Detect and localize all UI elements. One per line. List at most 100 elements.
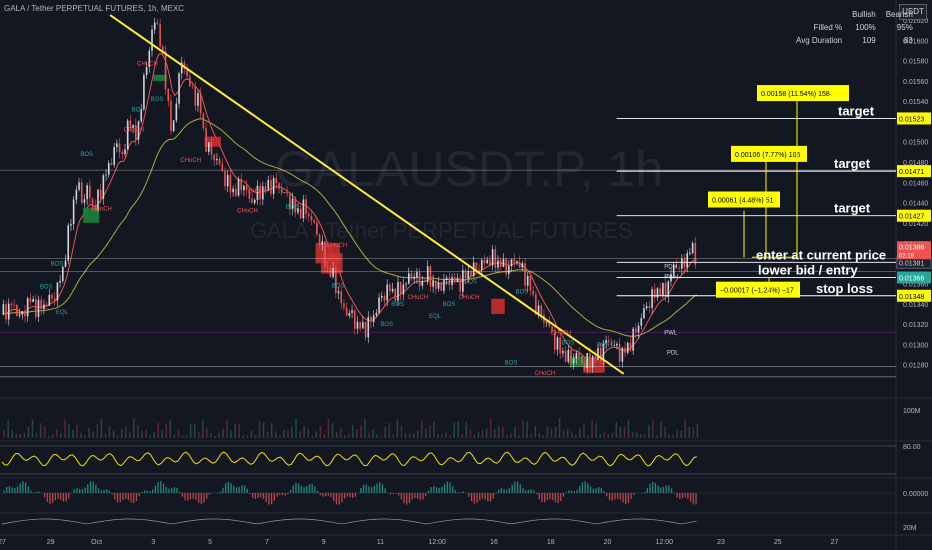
macd-bar bbox=[241, 485, 243, 493]
volume-bar bbox=[15, 433, 18, 438]
price-tag-target-2 bbox=[897, 165, 931, 178]
volume-bar bbox=[68, 424, 70, 438]
macd-bar bbox=[8, 486, 11, 493]
price-tag-target-1 bbox=[897, 209, 931, 222]
volume-bar bbox=[96, 424, 99, 438]
current-price-tag bbox=[897, 241, 931, 260]
volume-bar bbox=[570, 431, 573, 438]
smc-label: BOS bbox=[505, 361, 518, 367]
smc-label: BOS bbox=[332, 284, 345, 290]
macd-bar bbox=[438, 488, 440, 493]
candle-body bbox=[510, 259, 513, 267]
macd-bar bbox=[249, 493, 251, 494]
smc-label: BOS bbox=[380, 322, 393, 328]
candle-body bbox=[675, 264, 678, 269]
macd-bar bbox=[470, 493, 473, 502]
candle-body bbox=[389, 284, 391, 292]
candle-body bbox=[416, 272, 418, 278]
smc-label: BOS bbox=[562, 340, 575, 346]
volume-bar bbox=[392, 433, 395, 438]
y-tick-label: 0.01300 bbox=[903, 342, 928, 349]
macd-bar bbox=[16, 486, 19, 493]
stats-row-bull: 109 bbox=[862, 36, 876, 45]
order-block bbox=[204, 136, 221, 147]
macd-bar bbox=[384, 488, 386, 493]
volume-bar bbox=[35, 432, 38, 438]
macd-bar bbox=[189, 493, 192, 500]
x-tick-label: 20 bbox=[604, 539, 612, 546]
candle-body bbox=[89, 185, 91, 199]
macd-bar bbox=[373, 486, 375, 493]
candle-body bbox=[694, 242, 697, 265]
volume-bar bbox=[218, 432, 220, 438]
macd-bar bbox=[141, 492, 143, 493]
candle-body bbox=[324, 241, 326, 267]
measurement-text: 0.00158 (11.54%) 158 bbox=[761, 91, 830, 98]
volume-bar bbox=[384, 426, 386, 438]
volume-bar bbox=[493, 428, 496, 438]
volume-bar bbox=[197, 431, 200, 438]
volume-bar bbox=[11, 430, 13, 438]
candle-body bbox=[270, 179, 272, 194]
macd-bar bbox=[92, 481, 94, 493]
macd-bar bbox=[306, 486, 308, 493]
volume-bar bbox=[364, 419, 366, 438]
macd-bar bbox=[14, 487, 16, 493]
macd-bar bbox=[254, 493, 257, 499]
candle-body bbox=[10, 303, 13, 305]
candle-body bbox=[689, 253, 691, 255]
candle-body bbox=[253, 199, 256, 203]
candle-body bbox=[397, 282, 399, 301]
volume-bar bbox=[165, 423, 168, 438]
candle-body bbox=[372, 315, 375, 323]
macd-bar bbox=[560, 493, 562, 502]
macd-axis-label: 0.00000 bbox=[903, 491, 928, 498]
macd-bar bbox=[679, 493, 681, 499]
macd-bar bbox=[24, 482, 27, 493]
candle-body bbox=[80, 182, 83, 203]
smc-label: PDL bbox=[667, 351, 679, 357]
macd-bar bbox=[170, 488, 173, 493]
macd-bar bbox=[154, 485, 157, 493]
macd-bar bbox=[403, 493, 405, 504]
macd-bar bbox=[614, 493, 616, 500]
macd-bar bbox=[143, 490, 146, 493]
candle-body bbox=[113, 147, 115, 165]
candle-body bbox=[464, 270, 467, 279]
candle-body bbox=[278, 183, 280, 189]
candle-body bbox=[529, 275, 532, 291]
candle-body bbox=[426, 266, 429, 283]
macd-bar bbox=[197, 493, 200, 503]
macd-bar bbox=[314, 486, 316, 493]
macd-bar bbox=[238, 486, 240, 493]
volume-bar bbox=[437, 433, 439, 438]
macd-bar bbox=[289, 490, 292, 493]
macd-bar bbox=[654, 482, 657, 493]
candle-body bbox=[13, 304, 15, 306]
currency-button[interactable]: USDT bbox=[899, 4, 927, 20]
macd-bar bbox=[411, 493, 413, 500]
level-label-entry-current: enter at current price bbox=[756, 247, 886, 262]
volume-bar bbox=[226, 419, 228, 438]
macd-bar bbox=[568, 490, 570, 493]
volume-bar bbox=[116, 435, 119, 438]
volume-bar bbox=[347, 433, 350, 438]
candle-body bbox=[556, 337, 559, 350]
macd-bar bbox=[433, 486, 435, 493]
candle-body bbox=[686, 253, 689, 268]
candle-body bbox=[378, 297, 380, 313]
macd-bar bbox=[35, 491, 38, 493]
macd-bar bbox=[541, 493, 543, 503]
volume-bar bbox=[202, 419, 204, 438]
volume-bar bbox=[303, 425, 305, 438]
candle-body bbox=[437, 282, 440, 289]
candle-body bbox=[345, 307, 348, 316]
candle-body bbox=[172, 120, 175, 132]
macd-bar bbox=[468, 493, 470, 497]
macd-bar bbox=[481, 493, 484, 499]
macd-bar bbox=[419, 493, 421, 500]
macd-bar bbox=[643, 491, 646, 493]
volume-bar bbox=[696, 424, 699, 438]
macd-bar bbox=[230, 483, 232, 493]
